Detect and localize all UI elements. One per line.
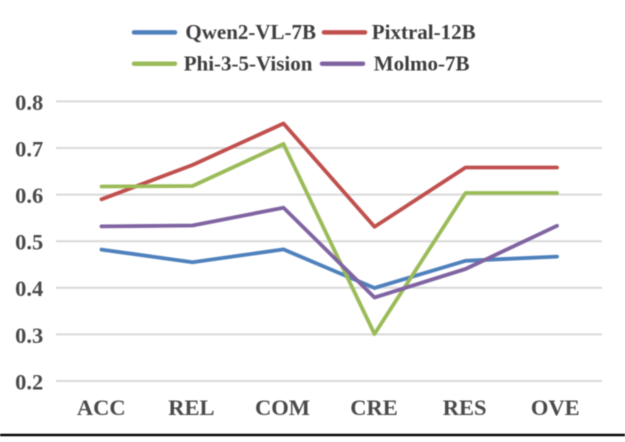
svg-text:0.5: 0.5 [15, 230, 43, 255]
svg-text:0.7: 0.7 [15, 136, 43, 161]
svg-text:Molmo-7B: Molmo-7B [374, 51, 470, 75]
svg-text:RES: RES [443, 395, 487, 420]
svg-text:Qwen2-VL-7B: Qwen2-VL-7B [185, 20, 316, 44]
svg-text:0.6: 0.6 [15, 183, 43, 208]
svg-text:0.4: 0.4 [15, 276, 43, 301]
svg-text:Pixtral-12B: Pixtral-12B [372, 20, 476, 44]
svg-text:0.2: 0.2 [15, 369, 43, 394]
svg-text:COM: COM [255, 395, 310, 420]
svg-text:REL: REL [168, 395, 214, 420]
svg-text:0.8: 0.8 [15, 90, 43, 115]
svg-text:ACC: ACC [77, 395, 126, 420]
svg-text:Phi-3-5-Vision: Phi-3-5-Vision [184, 51, 313, 75]
svg-text:0.3: 0.3 [15, 323, 43, 348]
svg-text:OVE: OVE [531, 395, 580, 420]
svg-text:CRE: CRE [350, 395, 398, 420]
